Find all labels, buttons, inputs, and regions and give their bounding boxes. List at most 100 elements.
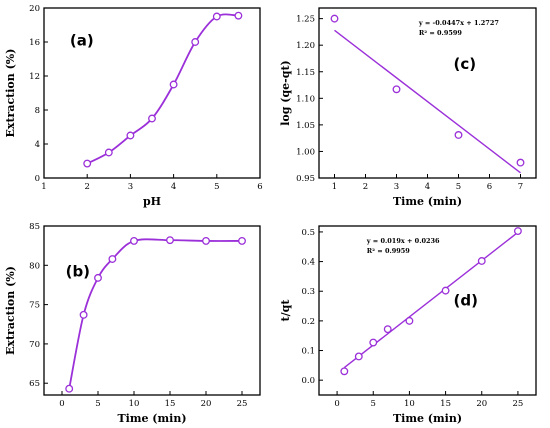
plot-frame bbox=[43, 225, 261, 396]
data-point bbox=[191, 38, 200, 46]
x-tick-label: 2 bbox=[84, 182, 89, 192]
plot-frame bbox=[318, 225, 537, 396]
y-tick-label: 0.95 bbox=[296, 174, 315, 184]
x-tick-label: 15 bbox=[440, 399, 451, 409]
panel-label: (b) bbox=[66, 263, 90, 281]
y-tick-label: 0 bbox=[35, 174, 40, 184]
data-point bbox=[166, 236, 174, 245]
data-point bbox=[383, 325, 392, 334]
x-tick-label: 25 bbox=[513, 399, 524, 409]
x-tick-label: 5 bbox=[456, 182, 461, 192]
x-tick-label: 1 bbox=[41, 182, 46, 192]
y-tick-label: 8 bbox=[35, 106, 40, 116]
x-tick-label: 3 bbox=[394, 182, 399, 192]
data-point bbox=[126, 131, 135, 140]
x-tick-label: 1 bbox=[332, 182, 337, 192]
data-point bbox=[202, 236, 210, 245]
x-tick-label: 6 bbox=[257, 182, 262, 192]
y-tick-label: 1.05 bbox=[296, 121, 315, 131]
x-tick-label: 3 bbox=[128, 182, 133, 192]
fit-r-squared: R² = 0.9599 bbox=[419, 29, 463, 37]
y-tick-label: 1.10 bbox=[296, 94, 315, 104]
y-tick-label: 12 bbox=[29, 72, 40, 82]
data-point bbox=[94, 273, 102, 282]
data-point bbox=[369, 338, 378, 347]
data-point bbox=[516, 158, 525, 167]
x-axis-label: Time (min) bbox=[117, 412, 186, 425]
y-tick-label: 1.00 bbox=[296, 147, 315, 157]
data-point bbox=[477, 257, 486, 265]
data-point bbox=[148, 114, 156, 123]
x-axis-label: Time (min) bbox=[393, 195, 462, 208]
y-tick-label: 65 bbox=[29, 379, 40, 389]
data-point bbox=[234, 11, 243, 20]
y-tick-label: 85 bbox=[29, 222, 40, 232]
data-point bbox=[79, 310, 88, 319]
data-point bbox=[354, 352, 363, 361]
data-point bbox=[454, 131, 463, 139]
y-tick-label: 1.20 bbox=[296, 41, 315, 51]
data-point bbox=[238, 236, 246, 245]
data-point bbox=[212, 12, 221, 21]
x-tick-label: 2 bbox=[363, 182, 368, 192]
y-tick-label: 1.15 bbox=[296, 68, 315, 78]
x-tick-label: 10 bbox=[404, 399, 415, 409]
series-line bbox=[86, 13, 239, 165]
panel-label: (c) bbox=[454, 55, 477, 73]
x-tick-label: 0 bbox=[334, 399, 339, 409]
y-tick-label: 80 bbox=[29, 261, 40, 271]
panel-d: 0 5 10 15 20 25 0.0 0.1 0.2 0.3 0.4 0.5 Time (min) t/… bbox=[279, 225, 537, 425]
x-axis-label: pH bbox=[143, 195, 161, 208]
data-point bbox=[108, 255, 117, 263]
fit-equation: y = 0.019x + 0.0236 bbox=[366, 237, 440, 245]
x-tick-label: 25 bbox=[237, 399, 248, 409]
data-point bbox=[441, 286, 450, 295]
data-point bbox=[405, 316, 414, 325]
x-tick-label: 20 bbox=[476, 399, 487, 409]
data-point bbox=[65, 384, 74, 393]
y-axis-label: t/qt bbox=[279, 299, 292, 322]
y-tick-label: 0.1 bbox=[301, 347, 315, 357]
data-point bbox=[330, 14, 339, 23]
y-tick-label: 0.0 bbox=[301, 376, 315, 386]
y-tick-label: 20 bbox=[29, 4, 40, 14]
panel-c: 1 2 3 4 5 6 7 0.95 1.00 1.05 1.10 1.15 1.20 1.25 Time … bbox=[279, 7, 537, 208]
data-point bbox=[392, 85, 401, 94]
panel-label: (d) bbox=[454, 291, 478, 309]
data-point bbox=[83, 159, 92, 168]
panel-label: (a) bbox=[70, 31, 94, 49]
y-axis-label: Extraction (%) bbox=[4, 49, 17, 138]
x-tick-label: 4 bbox=[425, 182, 430, 192]
y-tick-label: 75 bbox=[29, 301, 40, 311]
data-point bbox=[169, 80, 178, 89]
y-axis-label: log (qe-qt) bbox=[279, 60, 292, 125]
series-line bbox=[68, 238, 243, 389]
x-tick-label: 10 bbox=[129, 399, 140, 409]
fit-line bbox=[334, 29, 521, 174]
panel-b: 0 5 10 15 20 25 65 70 75 80 85 Time (min) Extraction… bbox=[4, 222, 261, 425]
y-tick-label: 16 bbox=[29, 38, 40, 48]
y-tick-label: 0.4 bbox=[301, 258, 315, 268]
data-point bbox=[104, 148, 113, 157]
x-tick-label: 0 bbox=[59, 399, 64, 409]
x-tick-label: 5 bbox=[371, 399, 376, 409]
x-axis-label: Time (min) bbox=[393, 412, 462, 425]
plot-frame bbox=[43, 7, 261, 179]
data-point bbox=[340, 367, 349, 376]
x-tick-label: 5 bbox=[214, 182, 219, 192]
y-axis-label: Extraction (%) bbox=[4, 266, 17, 355]
y-tick-label: 1.25 bbox=[296, 15, 315, 25]
x-tick-label: 5 bbox=[95, 399, 100, 409]
x-tick-label: 7 bbox=[518, 182, 523, 192]
fit-r-squared: R² = 0.9959 bbox=[367, 247, 411, 255]
y-tick-label: 4 bbox=[35, 140, 40, 150]
data-point bbox=[130, 236, 138, 245]
y-tick-label: 0.3 bbox=[301, 287, 315, 297]
x-tick-label: 20 bbox=[201, 399, 212, 409]
x-tick-label: 4 bbox=[171, 182, 176, 192]
y-tick-label: 70 bbox=[29, 340, 40, 350]
y-tick-label: 0.5 bbox=[301, 228, 315, 238]
y-tick-label: 0.2 bbox=[301, 317, 315, 327]
fit-equation: y = -0.0447x + 1.2727 bbox=[418, 19, 499, 27]
